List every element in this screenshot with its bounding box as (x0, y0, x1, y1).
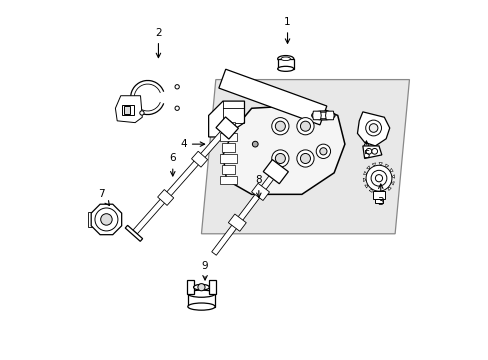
Polygon shape (211, 164, 282, 255)
Polygon shape (375, 191, 378, 194)
Ellipse shape (187, 303, 215, 310)
Polygon shape (362, 146, 381, 158)
Polygon shape (364, 185, 367, 188)
Circle shape (296, 118, 313, 135)
Circle shape (175, 85, 179, 89)
Polygon shape (222, 143, 234, 152)
Polygon shape (312, 111, 321, 120)
Polygon shape (219, 154, 237, 163)
Circle shape (275, 121, 285, 131)
Text: 6: 6 (169, 153, 176, 176)
Ellipse shape (314, 112, 331, 119)
Text: 9: 9 (202, 261, 208, 280)
Circle shape (95, 208, 118, 231)
Circle shape (271, 150, 288, 167)
Polygon shape (187, 294, 215, 307)
Text: 8: 8 (255, 175, 262, 198)
Ellipse shape (187, 290, 215, 297)
Polygon shape (263, 159, 288, 184)
Polygon shape (385, 164, 388, 167)
Polygon shape (357, 112, 389, 146)
Ellipse shape (277, 55, 293, 62)
Polygon shape (219, 69, 326, 125)
Polygon shape (325, 111, 333, 120)
Polygon shape (124, 107, 130, 114)
Polygon shape (133, 121, 234, 234)
Text: 5: 5 (363, 141, 369, 160)
Polygon shape (208, 101, 244, 137)
Polygon shape (122, 105, 134, 116)
Polygon shape (191, 151, 207, 167)
Circle shape (365, 120, 381, 136)
Circle shape (296, 150, 313, 167)
Polygon shape (88, 212, 112, 226)
Polygon shape (125, 225, 142, 241)
Polygon shape (382, 190, 385, 194)
Polygon shape (390, 182, 393, 185)
Polygon shape (251, 183, 269, 201)
Polygon shape (375, 199, 382, 203)
Polygon shape (391, 175, 394, 178)
Ellipse shape (311, 111, 334, 120)
Text: 2: 2 (155, 28, 162, 58)
Circle shape (300, 153, 310, 163)
Circle shape (370, 170, 386, 186)
Text: 3: 3 (377, 184, 383, 207)
Polygon shape (219, 176, 237, 184)
Polygon shape (363, 171, 366, 175)
Polygon shape (216, 117, 238, 139)
Polygon shape (277, 59, 293, 69)
Polygon shape (366, 166, 369, 169)
Ellipse shape (281, 57, 290, 60)
Circle shape (366, 148, 371, 154)
Polygon shape (363, 178, 366, 182)
Polygon shape (228, 214, 246, 231)
Text: 7: 7 (98, 189, 109, 206)
Circle shape (375, 175, 382, 182)
Circle shape (101, 214, 112, 225)
Polygon shape (389, 168, 392, 171)
Polygon shape (115, 96, 142, 123)
Circle shape (319, 148, 326, 155)
Polygon shape (368, 189, 371, 193)
Circle shape (275, 153, 285, 163)
Circle shape (252, 141, 258, 147)
Polygon shape (157, 189, 173, 206)
Circle shape (140, 111, 144, 115)
Polygon shape (371, 163, 375, 166)
Polygon shape (209, 280, 215, 294)
Polygon shape (222, 165, 234, 174)
Ellipse shape (277, 66, 293, 71)
Circle shape (198, 284, 204, 291)
Polygon shape (372, 191, 385, 199)
Polygon shape (91, 204, 122, 235)
Polygon shape (387, 187, 390, 190)
Circle shape (371, 148, 377, 154)
Polygon shape (223, 105, 344, 194)
Polygon shape (201, 80, 408, 234)
Ellipse shape (193, 284, 209, 290)
Circle shape (368, 124, 377, 132)
Circle shape (316, 144, 330, 158)
Text: 1: 1 (284, 17, 290, 43)
Circle shape (271, 118, 288, 135)
Circle shape (175, 106, 179, 111)
Polygon shape (219, 133, 237, 141)
Polygon shape (378, 162, 382, 165)
Circle shape (366, 165, 391, 191)
Polygon shape (222, 122, 234, 131)
Text: 4: 4 (180, 139, 204, 149)
Circle shape (300, 121, 310, 131)
Polygon shape (187, 280, 193, 294)
